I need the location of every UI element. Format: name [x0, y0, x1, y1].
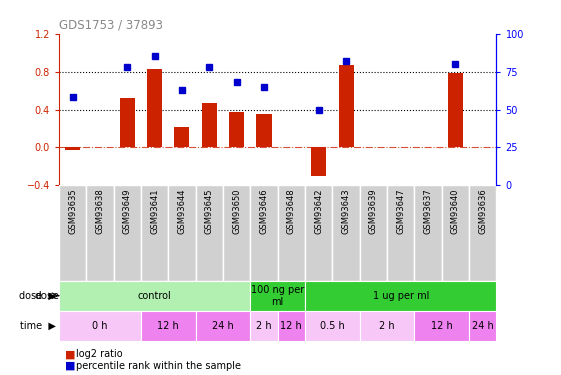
- Bar: [196, 311, 250, 341]
- Text: 2 h: 2 h: [379, 321, 395, 331]
- Text: GSM93650: GSM93650: [232, 188, 241, 234]
- Bar: [229, 112, 244, 147]
- Bar: [415, 311, 469, 341]
- Bar: [196, 185, 223, 280]
- Bar: [59, 280, 250, 311]
- Bar: [59, 311, 141, 341]
- Bar: [448, 73, 463, 147]
- Text: 100 ng per
ml: 100 ng per ml: [251, 285, 304, 307]
- Text: GSM93645: GSM93645: [205, 188, 214, 234]
- Text: GSM93646: GSM93646: [260, 188, 269, 234]
- Text: 24 h: 24 h: [212, 321, 234, 331]
- Bar: [305, 185, 332, 280]
- Bar: [119, 98, 135, 147]
- Bar: [415, 185, 442, 280]
- Text: 24 h: 24 h: [472, 321, 494, 331]
- Text: GSM93649: GSM93649: [123, 188, 132, 234]
- Text: ■: ■: [65, 350, 75, 359]
- Bar: [305, 280, 496, 311]
- Text: GSM93635: GSM93635: [68, 188, 77, 234]
- Text: GSM93643: GSM93643: [342, 188, 351, 234]
- Text: GSM93641: GSM93641: [150, 188, 159, 234]
- Text: GSM93644: GSM93644: [177, 188, 186, 234]
- Text: 12 h: 12 h: [431, 321, 453, 331]
- Bar: [250, 185, 278, 280]
- Text: log2 ratio: log2 ratio: [76, 350, 122, 359]
- Bar: [338, 65, 353, 147]
- Text: time  ▶: time ▶: [20, 321, 56, 331]
- Bar: [250, 311, 278, 341]
- Bar: [65, 147, 80, 150]
- Text: GSM93637: GSM93637: [424, 188, 433, 234]
- Bar: [256, 114, 272, 147]
- Text: ■: ■: [65, 361, 75, 370]
- Bar: [141, 185, 168, 280]
- Text: 1 ug per ml: 1 ug per ml: [373, 291, 429, 301]
- Bar: [250, 280, 305, 311]
- Text: 12 h: 12 h: [280, 321, 302, 331]
- Text: dose: dose: [34, 291, 59, 301]
- Bar: [311, 147, 327, 176]
- Text: GSM93640: GSM93640: [451, 188, 460, 234]
- Text: 0.5 h: 0.5 h: [320, 321, 345, 331]
- Bar: [332, 185, 360, 280]
- Text: 0 h: 0 h: [92, 321, 108, 331]
- Bar: [113, 185, 141, 280]
- Text: GDS1753 / 37893: GDS1753 / 37893: [59, 19, 163, 32]
- Text: GSM93636: GSM93636: [479, 188, 488, 234]
- Bar: [223, 185, 250, 280]
- Bar: [86, 185, 113, 280]
- Text: dose  ▶: dose ▶: [19, 291, 56, 301]
- Text: control: control: [138, 291, 172, 301]
- Bar: [168, 185, 196, 280]
- Bar: [387, 185, 415, 280]
- Text: GSM93647: GSM93647: [396, 188, 405, 234]
- Bar: [305, 311, 360, 341]
- Bar: [278, 185, 305, 280]
- Bar: [147, 69, 162, 147]
- Bar: [442, 185, 469, 280]
- Text: 12 h: 12 h: [158, 321, 179, 331]
- Text: percentile rank within the sample: percentile rank within the sample: [76, 361, 241, 370]
- Text: GSM93639: GSM93639: [369, 188, 378, 234]
- Bar: [360, 311, 415, 341]
- Bar: [174, 127, 190, 147]
- Bar: [59, 185, 86, 280]
- Bar: [469, 185, 496, 280]
- Text: 2 h: 2 h: [256, 321, 272, 331]
- Bar: [202, 103, 217, 147]
- Text: GSM93638: GSM93638: [95, 188, 104, 234]
- Bar: [278, 311, 305, 341]
- Bar: [360, 185, 387, 280]
- Bar: [141, 311, 196, 341]
- Text: GSM93648: GSM93648: [287, 188, 296, 234]
- Bar: [469, 311, 496, 341]
- Text: GSM93642: GSM93642: [314, 188, 323, 234]
